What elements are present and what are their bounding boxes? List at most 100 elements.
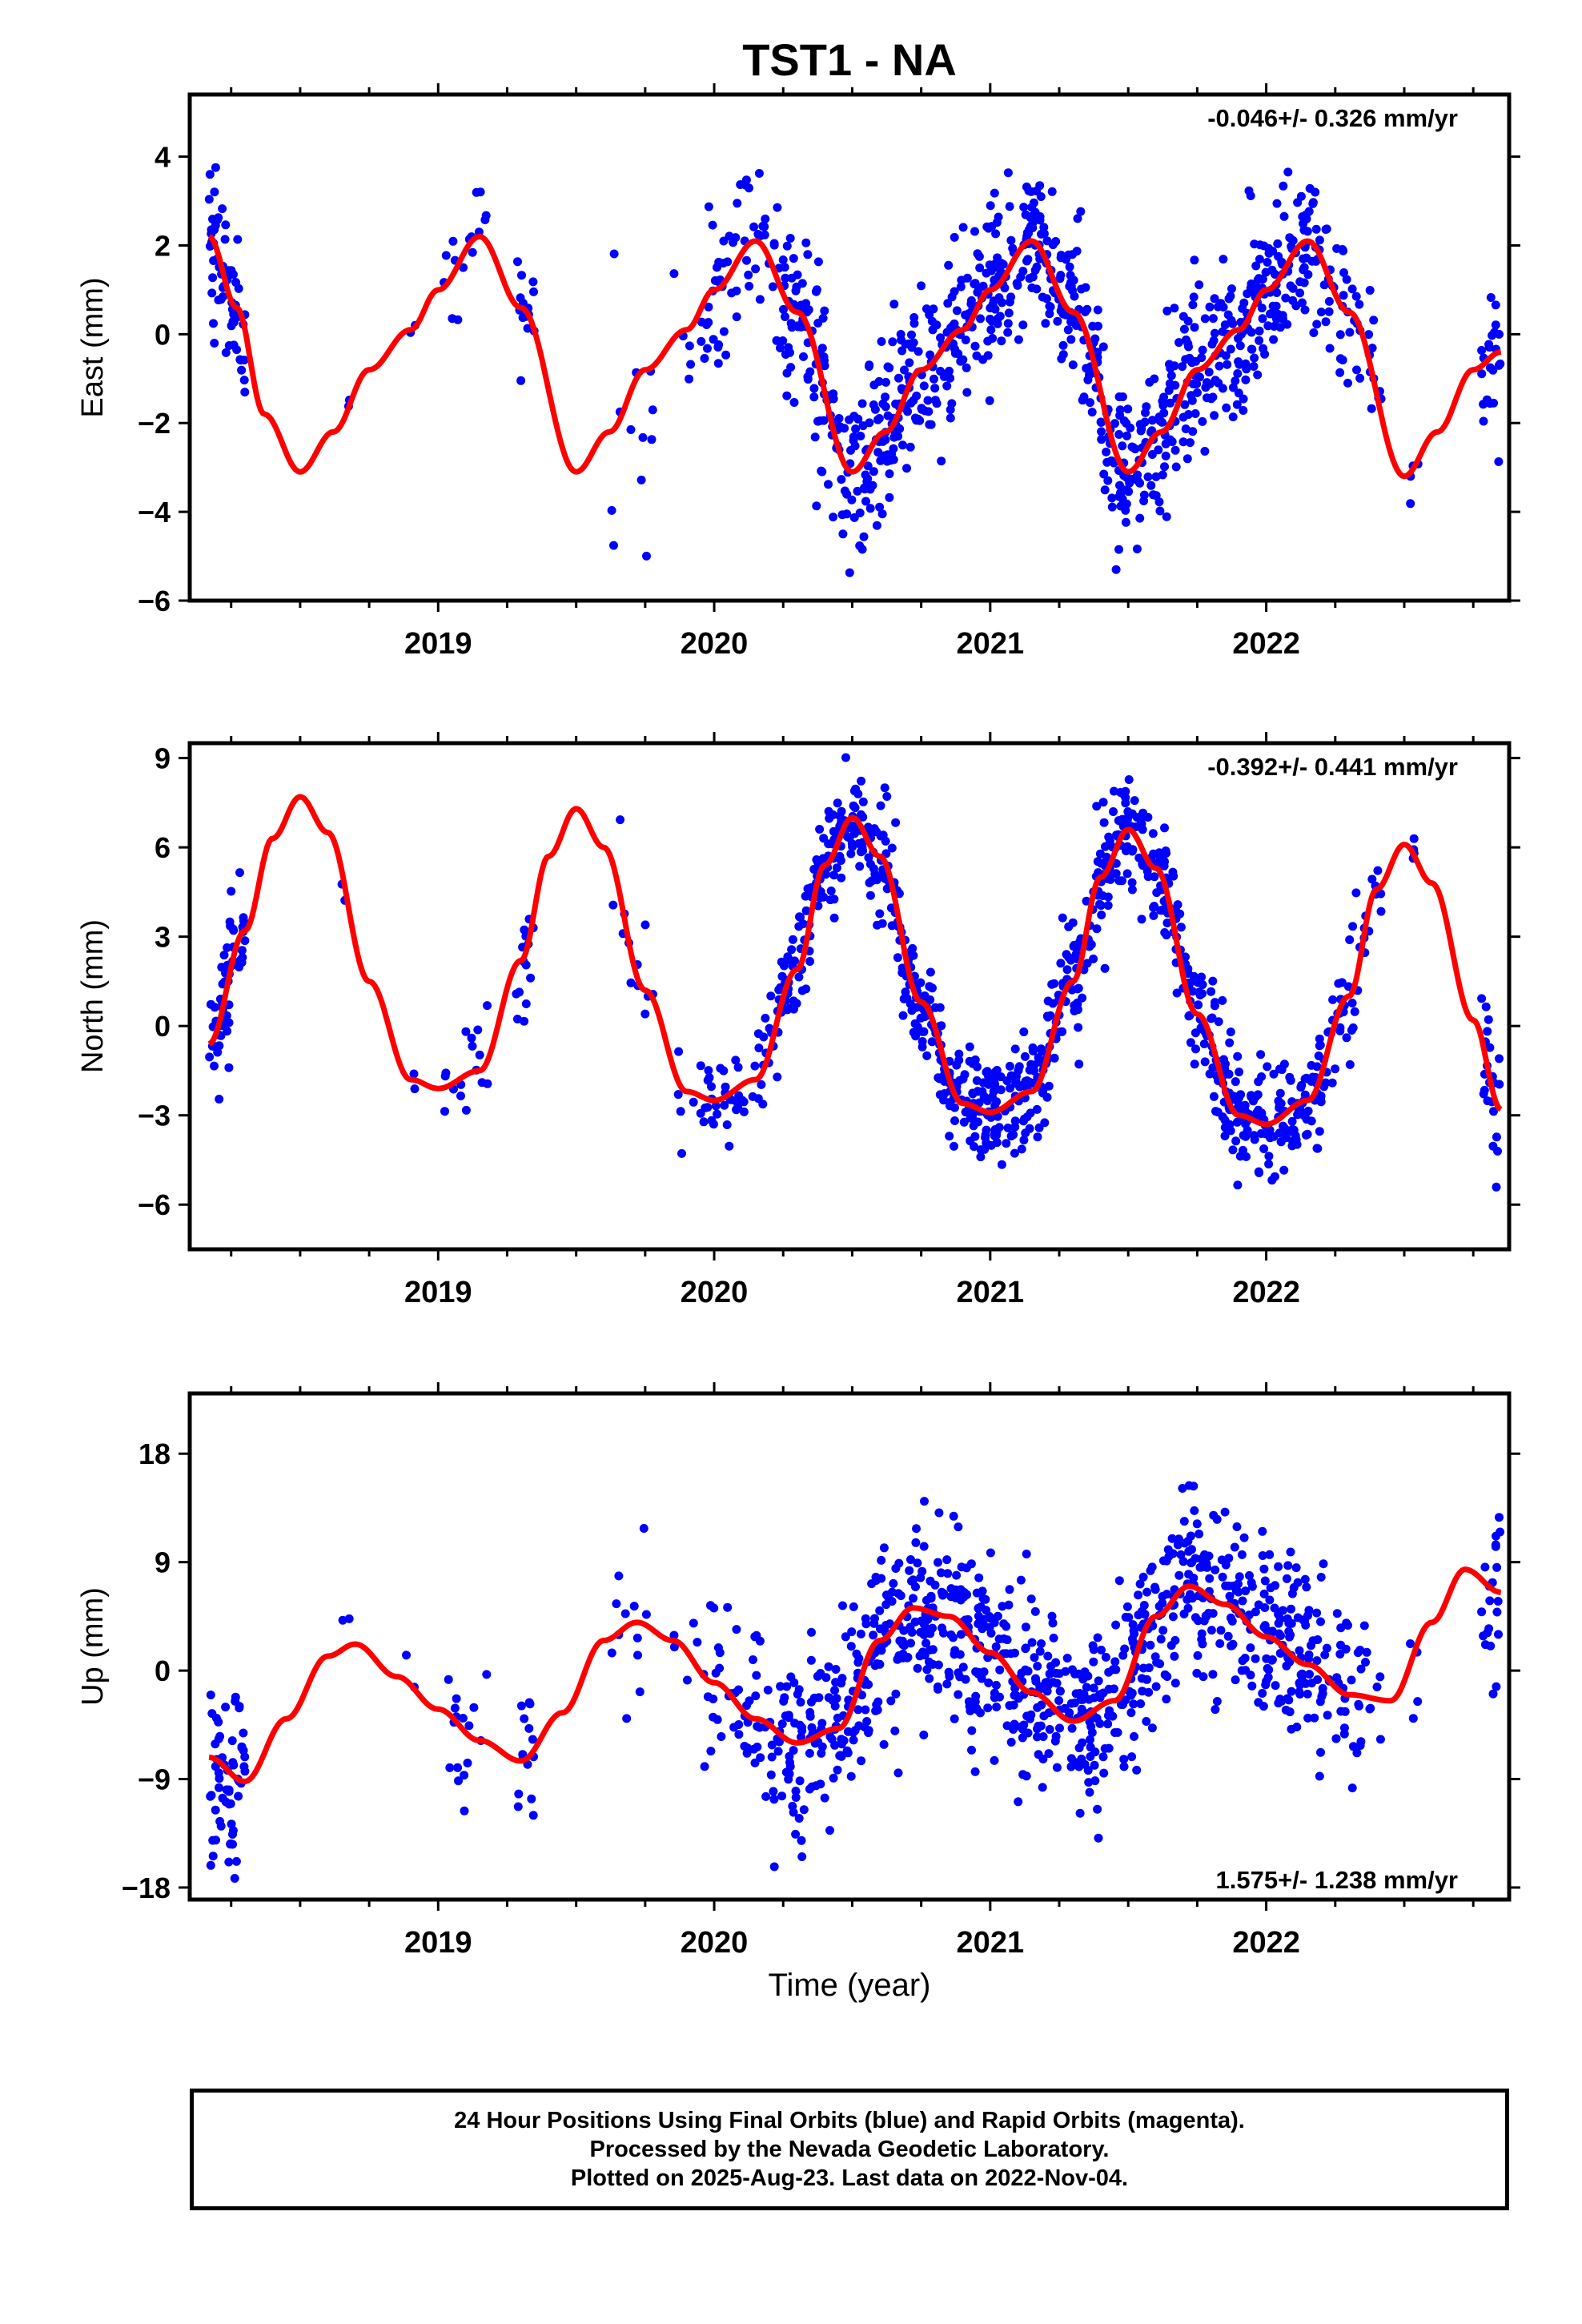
data-point bbox=[805, 1748, 814, 1758]
data-point bbox=[1210, 294, 1219, 304]
data-point bbox=[669, 1642, 679, 1652]
data-point bbox=[704, 302, 713, 312]
data-point bbox=[925, 982, 934, 991]
data-point bbox=[1045, 1669, 1054, 1679]
data-point bbox=[838, 1601, 847, 1610]
data-point bbox=[1301, 1130, 1311, 1140]
data-point bbox=[935, 1090, 945, 1100]
data-point bbox=[873, 1645, 883, 1655]
model-curve bbox=[208, 1566, 1502, 1784]
data-point bbox=[1093, 1633, 1102, 1642]
data-point bbox=[1232, 1522, 1242, 1531]
data-point bbox=[1275, 1088, 1285, 1098]
data-point bbox=[1212, 1697, 1222, 1706]
data-point bbox=[459, 263, 468, 272]
data-point bbox=[1092, 924, 1102, 934]
data-point bbox=[886, 1696, 896, 1706]
data-point bbox=[1170, 1651, 1179, 1661]
data-point bbox=[865, 418, 874, 428]
data-point bbox=[1155, 1659, 1165, 1669]
data-point bbox=[769, 1862, 779, 1872]
y-tick-label: 18 bbox=[139, 1437, 171, 1470]
data-point bbox=[952, 1570, 962, 1580]
data-point bbox=[1299, 278, 1309, 287]
data-point bbox=[794, 972, 804, 982]
data-point bbox=[785, 234, 795, 243]
data-point bbox=[1166, 398, 1175, 408]
data-point bbox=[902, 464, 911, 473]
data-point bbox=[930, 1003, 940, 1012]
data-point bbox=[1130, 1629, 1139, 1638]
data-point bbox=[794, 1814, 804, 1823]
data-point bbox=[765, 1023, 774, 1033]
data-point bbox=[813, 257, 823, 267]
data-point bbox=[857, 399, 867, 408]
data-points bbox=[204, 163, 1505, 577]
data-point bbox=[240, 936, 250, 946]
data-point bbox=[926, 420, 936, 429]
data-point bbox=[1189, 1574, 1199, 1582]
data-point bbox=[1366, 1703, 1375, 1713]
data-point bbox=[1055, 1687, 1065, 1696]
data-point bbox=[833, 1765, 842, 1775]
data-point bbox=[237, 365, 247, 375]
data-point bbox=[897, 346, 907, 356]
data-point bbox=[732, 286, 741, 296]
data-point bbox=[1173, 900, 1182, 910]
data-point bbox=[1479, 1631, 1488, 1641]
data-point bbox=[1194, 1000, 1203, 1010]
north-panel: 2019 2020 2021 2022 −6 −3 0 3 6 9 North (mm) -0.392… bbox=[76, 732, 1520, 1309]
data-point bbox=[1066, 335, 1076, 344]
data-point bbox=[1485, 1596, 1495, 1606]
data-point bbox=[803, 375, 813, 384]
data-point bbox=[208, 1852, 218, 1861]
data-point bbox=[1197, 972, 1207, 982]
data-point bbox=[891, 1689, 901, 1699]
data-point bbox=[1267, 1176, 1277, 1185]
data-point bbox=[922, 1051, 932, 1060]
data-point bbox=[450, 1703, 460, 1713]
data-point bbox=[721, 350, 731, 360]
data-point bbox=[877, 337, 886, 346]
data-point bbox=[1058, 340, 1068, 350]
data-point bbox=[1138, 1572, 1148, 1582]
footer-line: Processed by the Nevada Geodetic Laborat… bbox=[589, 2137, 1110, 2162]
data-point bbox=[528, 1811, 538, 1820]
data-point bbox=[1335, 330, 1345, 340]
data-point bbox=[749, 222, 759, 231]
data-point bbox=[1197, 1634, 1207, 1644]
data-point bbox=[1168, 1612, 1178, 1622]
data-point bbox=[872, 521, 881, 530]
data-point bbox=[1275, 1649, 1285, 1658]
data-point bbox=[1293, 1613, 1303, 1622]
data-point bbox=[915, 1651, 925, 1661]
data-point bbox=[1251, 1654, 1260, 1663]
data-point bbox=[742, 1748, 752, 1758]
data-point bbox=[1251, 261, 1261, 271]
data-point bbox=[669, 1630, 679, 1640]
data-point bbox=[1068, 918, 1078, 927]
data-point bbox=[912, 1003, 921, 1012]
data-point bbox=[1218, 1572, 1227, 1582]
data-point bbox=[950, 287, 959, 296]
data-point bbox=[1274, 1610, 1283, 1619]
data-point bbox=[1285, 233, 1295, 243]
data-point bbox=[635, 1687, 644, 1697]
data-point bbox=[1257, 1072, 1267, 1081]
data-point bbox=[956, 356, 966, 366]
data-point bbox=[1032, 262, 1042, 271]
data-point bbox=[906, 1555, 915, 1564]
data-point bbox=[1030, 207, 1040, 217]
data-point bbox=[1147, 416, 1157, 425]
data-point bbox=[1239, 406, 1248, 415]
data-point bbox=[1189, 1482, 1199, 1491]
data-point bbox=[669, 269, 679, 279]
data-point bbox=[1044, 1749, 1054, 1759]
data-point bbox=[1121, 517, 1130, 527]
data-point bbox=[1328, 995, 1338, 1004]
data-point bbox=[1332, 1609, 1342, 1618]
data-point bbox=[773, 1072, 782, 1082]
y-tick-label: 9 bbox=[155, 1546, 171, 1579]
data-point bbox=[1337, 978, 1347, 987]
data-point bbox=[745, 281, 754, 291]
